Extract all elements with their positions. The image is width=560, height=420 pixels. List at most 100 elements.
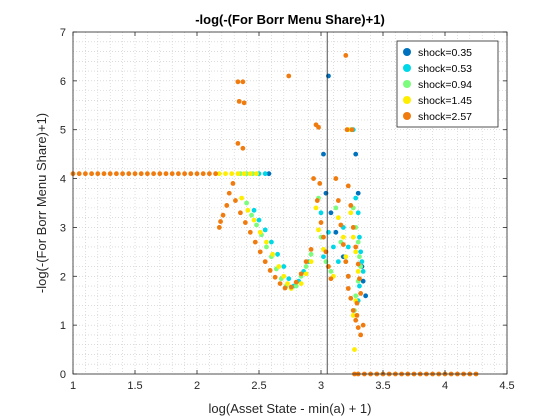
data-point — [350, 308, 356, 313]
data-points — [70, 53, 479, 377]
data-point — [262, 171, 268, 177]
legend-box — [396, 40, 499, 128]
y-tick-label: 4 — [60, 174, 66, 186]
data-point — [360, 269, 366, 274]
data-point — [314, 198, 320, 203]
data-point — [230, 181, 236, 186]
data-point — [218, 219, 223, 224]
data-point — [316, 227, 321, 233]
data-point — [340, 234, 346, 240]
data-point — [126, 171, 132, 177]
legend-label: shock=0.53 — [418, 63, 472, 75]
y-tick-label: 5 — [60, 125, 66, 137]
data-point — [340, 242, 346, 247]
data-point — [269, 239, 274, 245]
data-point — [303, 259, 309, 265]
data-point — [355, 325, 361, 330]
data-point — [321, 151, 326, 157]
x-tick-label: 2 — [194, 380, 200, 392]
data-point — [247, 171, 253, 177]
data-point — [226, 190, 232, 196]
data-point — [353, 249, 359, 255]
data-point — [256, 217, 262, 223]
legend-marker — [403, 112, 411, 120]
data-point — [176, 171, 181, 177]
data-point — [293, 279, 299, 285]
data-point — [245, 207, 251, 213]
data-point — [318, 210, 324, 216]
data-point — [311, 176, 316, 181]
series-3 — [238, 127, 364, 313]
data-point — [229, 171, 235, 177]
x-tick-label: 2.5 — [251, 380, 266, 392]
data-point — [343, 53, 349, 58]
data-point — [355, 261, 361, 267]
data-point — [313, 205, 319, 211]
data-point — [285, 281, 290, 287]
data-point — [355, 269, 361, 274]
data-point — [281, 273, 287, 279]
data-point — [264, 239, 269, 245]
data-point — [145, 171, 150, 177]
y-tick-label: 7 — [60, 27, 66, 39]
data-point — [286, 73, 292, 79]
data-point — [163, 171, 169, 177]
data-point — [357, 254, 362, 260]
data-point — [213, 171, 219, 177]
data-point — [216, 225, 222, 230]
data-point — [207, 171, 212, 177]
data-point — [333, 176, 339, 181]
data-point — [257, 249, 263, 255]
data-point — [349, 127, 355, 133]
data-point — [169, 171, 175, 177]
data-point — [242, 220, 248, 225]
data-point — [331, 244, 336, 250]
data-point — [236, 98, 242, 104]
data-point — [308, 251, 314, 257]
data-point — [241, 100, 247, 106]
data-point — [355, 239, 361, 245]
x-tick-label: 4 — [442, 380, 448, 392]
data-point — [254, 222, 259, 228]
data-point — [350, 312, 356, 318]
data-point — [350, 225, 356, 230]
data-point — [308, 259, 314, 265]
data-point — [235, 171, 241, 177]
data-point — [224, 203, 230, 208]
data-point — [132, 171, 138, 177]
data-point — [350, 234, 356, 240]
legend-marker — [403, 64, 411, 72]
data-point — [216, 171, 222, 177]
data-point — [323, 190, 329, 196]
legend-label: shock=0.94 — [418, 79, 472, 91]
data-point — [335, 215, 341, 221]
data-point — [238, 210, 243, 216]
data-point — [262, 227, 268, 233]
data-point — [344, 127, 350, 133]
series-5 — [70, 53, 479, 377]
data-point — [326, 73, 331, 79]
data-point — [353, 317, 359, 323]
data-point — [157, 171, 163, 177]
data-point — [251, 217, 257, 223]
data-point — [360, 278, 366, 284]
data-point — [282, 285, 288, 291]
data-point — [151, 171, 157, 177]
data-point — [335, 198, 341, 203]
data-point — [323, 259, 329, 265]
y-tick-label: 1 — [60, 320, 66, 332]
data-point — [83, 171, 88, 177]
data-point — [323, 249, 329, 255]
data-point — [348, 203, 354, 208]
series-2 — [251, 127, 366, 304]
data-point — [266, 171, 272, 177]
data-point — [355, 190, 361, 196]
x-tick-label: 1.5 — [127, 380, 142, 392]
data-point — [241, 171, 247, 177]
data-point — [288, 284, 294, 290]
y-tick-label: 3 — [60, 222, 66, 234]
data-point — [355, 210, 361, 216]
data-point — [357, 276, 362, 282]
x-tick-label: 3 — [318, 380, 324, 392]
